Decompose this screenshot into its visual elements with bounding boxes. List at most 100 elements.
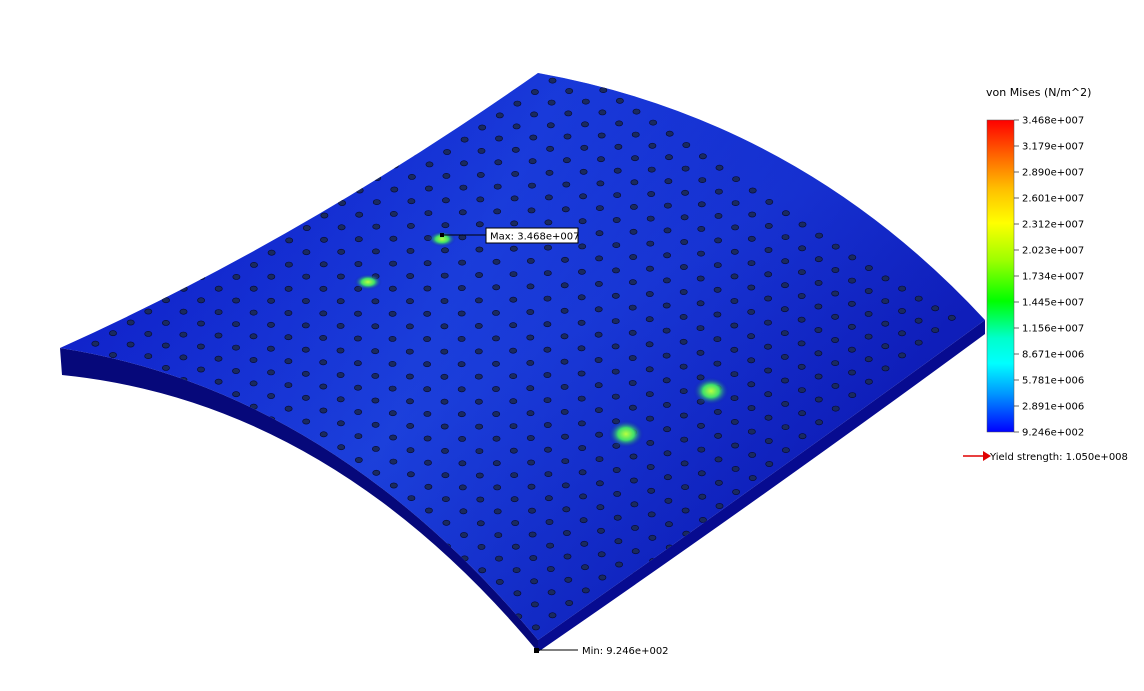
hole: [629, 279, 637, 286]
hole: [664, 202, 672, 209]
hole: [544, 219, 553, 226]
hole: [371, 372, 380, 379]
hole: [510, 496, 519, 503]
hole: [284, 405, 293, 412]
hole: [492, 284, 501, 291]
hole: [831, 337, 839, 343]
hole: [338, 200, 346, 206]
hole: [389, 482, 398, 489]
legend-tick-label: 3.468e+007: [1022, 116, 1084, 127]
legend-tick-labels: 3.468e+007 3.179e+007 2.890e+007 2.601e+007…: [1014, 116, 1084, 439]
hole: [424, 210, 433, 216]
hole: [336, 347, 345, 354]
legend-tick-label: 2.023e+007: [1022, 246, 1084, 257]
hole: [881, 298, 890, 304]
hole: [214, 332, 223, 339]
legend-tick-label: 1.734e+007: [1022, 272, 1084, 283]
legend-title: von Mises (N/m^2): [986, 86, 1091, 99]
hole: [597, 132, 606, 139]
hole: [356, 163, 365, 170]
hole: [388, 385, 397, 392]
hole: [354, 310, 362, 317]
max-label-box: [485, 227, 579, 244]
hole: [814, 303, 823, 310]
hole: [594, 357, 603, 363]
hole: [595, 230, 604, 237]
hole: [531, 89, 539, 95]
hole: [440, 398, 449, 405]
hole: [730, 371, 739, 377]
hole: [864, 310, 873, 317]
hole: [284, 261, 293, 268]
hole: [632, 108, 641, 115]
hole: [764, 438, 773, 444]
hole: [509, 296, 518, 303]
hole: [781, 377, 789, 384]
hole: [513, 590, 522, 597]
hole: [510, 195, 519, 202]
hole: [197, 297, 205, 304]
hole: [781, 234, 790, 240]
max-annotation[interactable]: Max: 3.468e+007: [440, 227, 579, 244]
hole: [285, 237, 294, 244]
hole: [578, 243, 587, 250]
hole: [232, 344, 240, 351]
hole: [848, 277, 856, 284]
hole: [596, 480, 604, 487]
hole: [526, 435, 535, 441]
hole: [649, 119, 657, 126]
hole: [798, 410, 806, 417]
hole: [319, 359, 328, 366]
hole: [321, 188, 329, 195]
hole: [497, 73, 506, 75]
hole: [748, 475, 757, 481]
hole: [526, 334, 535, 341]
min-annotation[interactable]: Min: 9.246e+002: [534, 646, 669, 657]
legend-tick-label: 2.312e+007: [1022, 220, 1084, 231]
hole: [798, 245, 806, 252]
hotspot-3: [693, 377, 729, 405]
hole: [546, 542, 554, 549]
hole: [616, 97, 624, 104]
hole: [338, 514, 347, 521]
hole: [474, 348, 483, 355]
hole: [406, 273, 415, 279]
hole: [405, 323, 414, 330]
hole: [563, 553, 572, 560]
hole: [561, 433, 569, 440]
hole: [543, 270, 552, 276]
hole: [440, 323, 449, 330]
hole: [179, 399, 188, 406]
hole: [780, 306, 789, 313]
hole: [302, 465, 311, 472]
hole: [319, 383, 328, 390]
hole: [509, 271, 518, 277]
hole: [424, 483, 433, 490]
hole: [320, 478, 329, 485]
hole: [249, 357, 258, 363]
hole: [321, 501, 329, 508]
hole: [645, 291, 654, 297]
hole: [285, 475, 294, 482]
hole: [457, 361, 466, 368]
hole: [681, 165, 690, 172]
hole: [577, 294, 586, 301]
hole: [628, 329, 637, 336]
hole: [864, 333, 873, 340]
hole: [747, 381, 756, 388]
hole: [747, 357, 756, 364]
hole: [612, 267, 620, 274]
hole: [631, 155, 639, 162]
hole: [611, 368, 620, 375]
hole: [914, 317, 923, 324]
hole: [798, 387, 806, 393]
hole: [515, 636, 524, 640]
hole: [697, 225, 706, 232]
hole: [284, 310, 293, 316]
hole: [373, 175, 382, 181]
hole: [645, 341, 654, 348]
hole: [544, 244, 552, 251]
hole: [388, 310, 397, 317]
legend-tick-label: 9.246e+002: [1022, 428, 1084, 439]
